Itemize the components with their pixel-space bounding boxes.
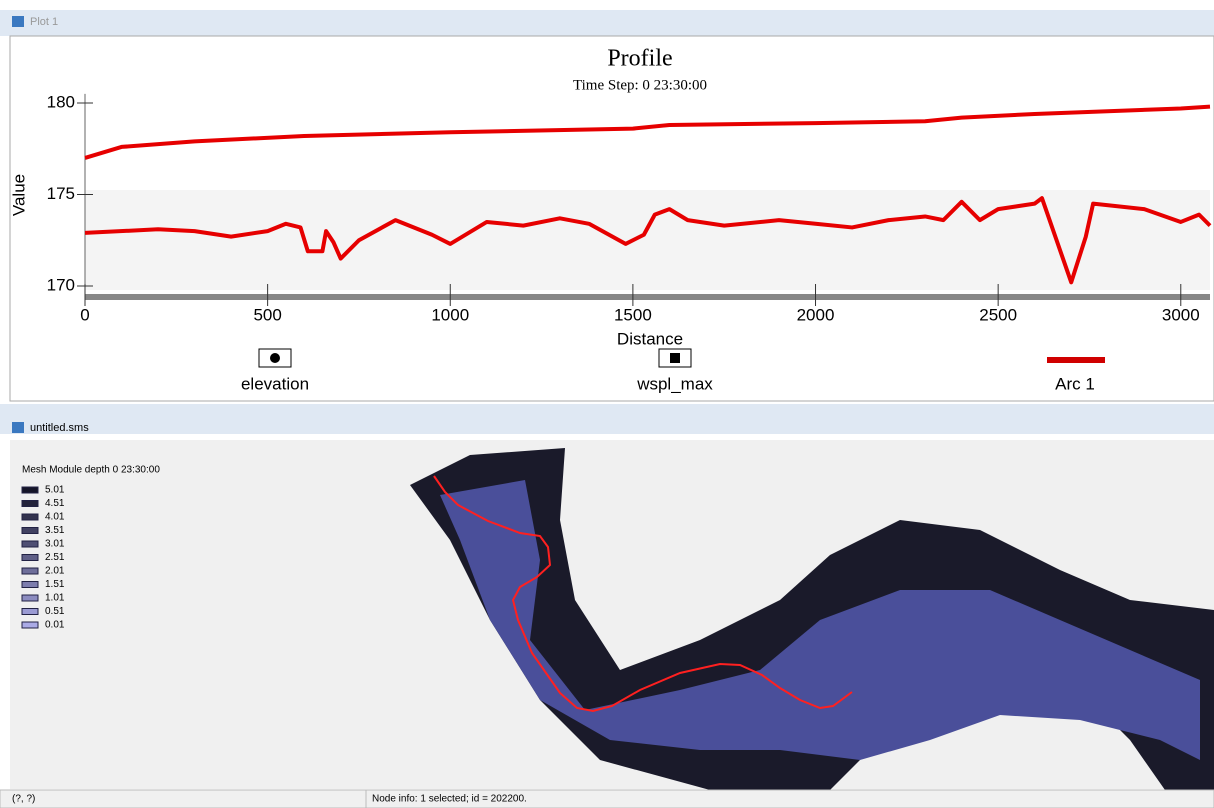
- legend-value: 0.01: [45, 620, 65, 631]
- legend-value: 4.01: [45, 512, 65, 523]
- legend-swatch: [22, 555, 38, 561]
- x-axis-bar: [85, 294, 1210, 300]
- legend-arc-line: [1047, 357, 1105, 363]
- legend-label: Arc 1: [1055, 374, 1095, 393]
- legend-value: 2.51: [45, 552, 65, 563]
- screen: Plot 1 Profile Time Step: 0 23:30:00 Dis…: [0, 0, 1214, 808]
- legend-swatch: [22, 595, 38, 601]
- legend-value: 2.01: [45, 566, 65, 577]
- y-axis-label: Value: [9, 174, 28, 216]
- legend-value: 0.51: [45, 606, 65, 617]
- x-tick-label: 2500: [979, 305, 1017, 324]
- legend-swatch: [22, 622, 38, 628]
- plot-titlebar[interactable]: [0, 10, 1214, 36]
- chart-title: Profile: [607, 46, 672, 72]
- legend-value: 5.01: [45, 485, 65, 496]
- y-tick-label: 180: [47, 92, 75, 111]
- legend-marker: [670, 353, 680, 363]
- mesh-titlebar[interactable]: [0, 404, 1214, 434]
- status-bar: [0, 790, 1214, 808]
- legend-swatch: [22, 568, 38, 574]
- legend-swatch: [22, 582, 38, 588]
- chart-subtitle: Time Step: 0 23:30:00: [573, 77, 707, 93]
- legend-swatch: [22, 541, 38, 547]
- page: Plot 1 Profile Time Step: 0 23:30:00 Dis…: [0, 0, 1214, 808]
- window-icon: [12, 422, 24, 433]
- legend-swatch: [22, 528, 38, 534]
- legend-marker: [270, 353, 280, 363]
- window-title: untitled.sms: [30, 422, 89, 434]
- x-tick-label: 1500: [614, 305, 652, 324]
- y-tick-label: 170: [47, 275, 75, 294]
- status-info: Node info: 1 selected; id = 202200.: [372, 794, 527, 805]
- x-tick-label: 3000: [1162, 305, 1200, 324]
- window-title: Plot 1: [30, 16, 58, 28]
- x-tick-label: 0: [80, 305, 89, 324]
- legend-swatch: [22, 609, 38, 615]
- status-coords: (?, ?): [12, 794, 35, 805]
- legend-value: 3.51: [45, 525, 65, 536]
- legend-label: wspl_max: [636, 374, 713, 393]
- x-tick-label: 1000: [431, 305, 469, 324]
- x-axis-label: Distance: [617, 329, 683, 348]
- legend-value: 1.01: [45, 593, 65, 604]
- legend-swatch: [22, 514, 38, 520]
- x-tick-label: 500: [253, 305, 281, 324]
- x-tick-label: 2000: [797, 305, 835, 324]
- y-tick-label: 175: [47, 184, 75, 203]
- legend-value: 4.51: [45, 498, 65, 509]
- legend-swatch: [22, 501, 38, 507]
- legend-swatch: [22, 487, 38, 493]
- legend-value: 1.51: [45, 579, 65, 590]
- window-icon: [12, 16, 24, 27]
- legend-label: elevation: [241, 374, 309, 393]
- plot-band: [85, 190, 1210, 290]
- legend-value: 3.01: [45, 539, 65, 550]
- legend-title: Mesh Module depth 0 23:30:00: [22, 465, 160, 476]
